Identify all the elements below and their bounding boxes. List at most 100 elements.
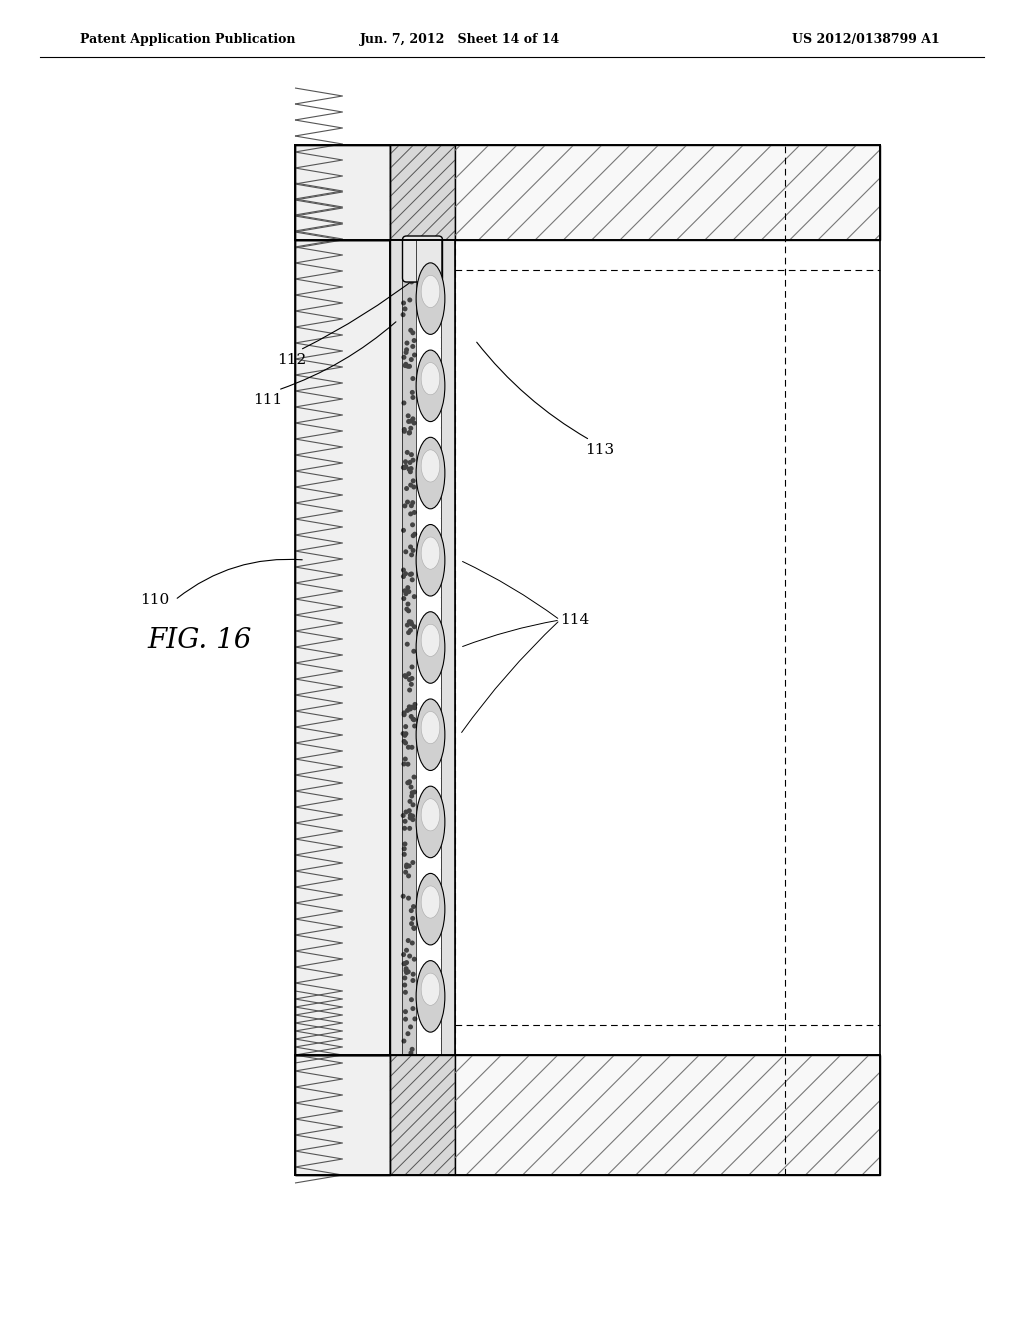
Circle shape [408, 953, 412, 958]
Circle shape [407, 609, 411, 614]
Circle shape [406, 708, 410, 713]
Circle shape [409, 483, 414, 487]
Circle shape [411, 416, 416, 421]
Ellipse shape [416, 961, 444, 1032]
Circle shape [401, 574, 406, 579]
Circle shape [401, 465, 407, 470]
Ellipse shape [421, 624, 440, 656]
Circle shape [404, 277, 410, 282]
Circle shape [411, 817, 416, 822]
Circle shape [412, 775, 417, 780]
Ellipse shape [416, 437, 444, 508]
Circle shape [403, 675, 409, 680]
Ellipse shape [421, 973, 440, 1006]
Circle shape [408, 688, 412, 693]
Bar [295, 1055, 390, 1175]
Text: 111: 111 [253, 393, 283, 407]
Circle shape [401, 429, 407, 434]
Circle shape [409, 276, 414, 281]
Circle shape [410, 259, 415, 264]
Circle shape [403, 572, 408, 576]
Circle shape [407, 672, 412, 676]
Circle shape [400, 313, 406, 317]
Circle shape [411, 861, 416, 865]
Ellipse shape [421, 537, 440, 569]
Circle shape [401, 710, 407, 715]
Circle shape [406, 364, 411, 368]
Circle shape [402, 961, 408, 966]
Circle shape [410, 622, 414, 627]
Circle shape [413, 532, 417, 537]
Circle shape [403, 463, 409, 469]
Ellipse shape [416, 874, 444, 945]
Circle shape [409, 268, 413, 273]
Circle shape [401, 400, 407, 405]
Text: 112: 112 [278, 352, 306, 367]
Circle shape [412, 259, 417, 263]
Circle shape [407, 808, 412, 813]
Circle shape [401, 846, 407, 851]
Circle shape [412, 648, 417, 653]
Circle shape [409, 511, 413, 516]
Circle shape [410, 277, 415, 282]
Bar [295, 145, 390, 240]
Circle shape [411, 330, 416, 335]
Circle shape [403, 731, 409, 737]
Circle shape [402, 465, 408, 470]
Bar [441, 240, 455, 1055]
Circle shape [404, 865, 409, 869]
Circle shape [406, 413, 411, 418]
Bar [295, 145, 390, 240]
Circle shape [400, 894, 406, 899]
Bar [390, 240, 402, 1055]
Bar [390, 145, 455, 240]
Ellipse shape [416, 350, 444, 421]
Circle shape [409, 997, 414, 1002]
Circle shape [411, 345, 416, 348]
Circle shape [402, 589, 408, 593]
Circle shape [412, 789, 417, 795]
Circle shape [400, 813, 406, 818]
Circle shape [403, 251, 409, 256]
Circle shape [410, 744, 415, 750]
Circle shape [401, 952, 407, 957]
Circle shape [410, 577, 415, 582]
Circle shape [411, 1006, 416, 1011]
Circle shape [402, 306, 408, 312]
Circle shape [410, 389, 415, 395]
Bar [295, 240, 390, 1055]
Ellipse shape [421, 711, 440, 743]
Circle shape [403, 870, 409, 875]
Circle shape [401, 1039, 407, 1044]
Circle shape [408, 1024, 413, 1030]
Circle shape [401, 426, 407, 432]
Circle shape [412, 594, 417, 599]
Circle shape [404, 642, 410, 647]
Bar [455, 145, 880, 240]
Circle shape [411, 376, 416, 381]
Circle shape [402, 273, 408, 279]
Circle shape [402, 756, 408, 762]
Circle shape [401, 528, 406, 533]
Circle shape [409, 418, 414, 424]
Circle shape [408, 461, 413, 465]
Circle shape [407, 874, 411, 878]
Circle shape [408, 779, 412, 784]
Circle shape [404, 341, 410, 346]
Circle shape [407, 268, 412, 273]
Circle shape [409, 356, 414, 362]
Circle shape [407, 863, 412, 869]
Circle shape [411, 500, 415, 506]
Circle shape [402, 363, 408, 368]
Circle shape [408, 628, 413, 632]
Circle shape [410, 940, 415, 945]
Circle shape [410, 791, 415, 795]
Circle shape [401, 851, 407, 857]
Circle shape [401, 762, 407, 767]
Circle shape [407, 619, 412, 624]
Circle shape [407, 780, 412, 785]
Circle shape [410, 676, 415, 681]
Circle shape [407, 249, 412, 255]
Circle shape [407, 430, 412, 436]
Circle shape [409, 503, 414, 508]
